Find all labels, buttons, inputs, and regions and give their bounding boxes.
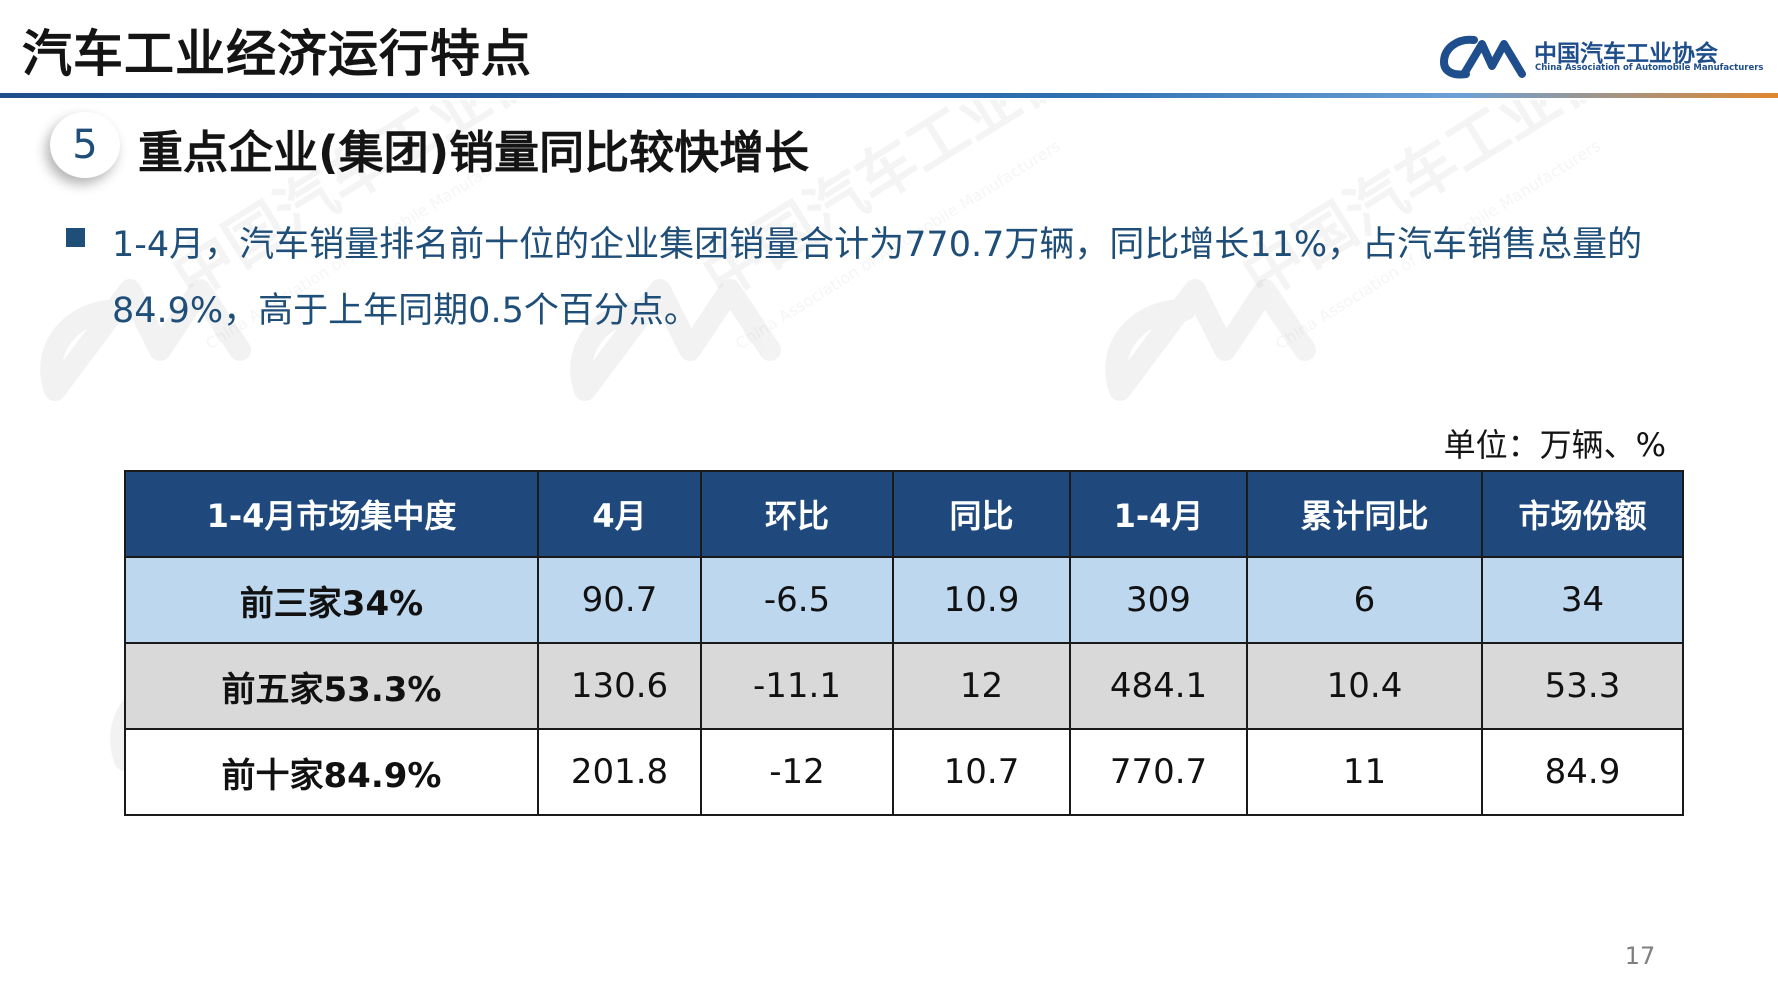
table-cell: 130.6	[537, 642, 702, 730]
table-cell: -11.1	[700, 642, 894, 730]
table-row: 前五家53.3% 130.6 -11.1 12 484.1 10.4 53.3	[124, 642, 1684, 730]
table-header-row: 1-4月市场集中度 4月 环比 同比 1-4月 累计同比 市场份额	[124, 470, 1684, 558]
concentration-table: 1-4月市场集中度 4月 环比 同比 1-4月 累计同比 市场份额 前三家34%…	[124, 470, 1684, 816]
table-cell: 770.7	[1069, 728, 1248, 816]
table-header-cell: 市场份额	[1481, 470, 1684, 558]
page-number: 17	[1624, 942, 1656, 970]
table-header-cell: 累计同比	[1246, 470, 1483, 558]
table-cell: 484.1	[1069, 642, 1248, 730]
table-cell: 84.9	[1481, 728, 1684, 816]
table-header-cell: 1-4月市场集中度	[124, 470, 539, 558]
table-cell: 90.7	[537, 556, 702, 644]
table-cell: 10.7	[892, 728, 1071, 816]
header-divider	[0, 93, 1778, 98]
table-cell: 6	[1246, 556, 1483, 644]
table-header-cell: 4月	[537, 470, 702, 558]
table-cell: 201.8	[537, 728, 702, 816]
table-row: 前十家84.9% 201.8 -12 10.7 770.7 11 84.9	[124, 728, 1684, 816]
table-row-label: 前五家53.3%	[124, 642, 539, 730]
bullet-text: 1-4月，汽车销量排名前十位的企业集团销量合计为770.7万辆，同比增长11%，…	[112, 225, 1643, 331]
table-header-cell: 1-4月	[1069, 470, 1248, 558]
section-title: 重点企业(集团)销量同比较快增长	[138, 126, 810, 179]
table-cell: 34	[1481, 556, 1684, 644]
table-cell: 53.3	[1481, 642, 1684, 730]
table-cell: 11	[1246, 728, 1483, 816]
table-cell: 12	[892, 642, 1071, 730]
table-header-cell: 同比	[892, 470, 1071, 558]
table-row-label: 前十家84.9%	[124, 728, 539, 816]
logo-cn-name: 中国汽车工业协会	[1534, 41, 1718, 67]
table-header-cell: 环比	[700, 470, 894, 558]
table-cell: -12	[700, 728, 894, 816]
logo-en-name: China Association of Automobile Manufact…	[1535, 63, 1764, 73]
table-row: 前三家34% 90.7 -6.5 10.9 309 6 34	[124, 556, 1684, 644]
slide-title: 汽车工业经济运行特点	[22, 25, 532, 83]
table-row-label: 前三家34%	[124, 556, 539, 644]
bullet-square-icon	[66, 228, 85, 247]
caam-logo-icon	[1440, 35, 1526, 79]
caam-logo: 中国汽车工业协会 China Association of Automobile…	[1440, 32, 1763, 80]
table-cell: 10.4	[1246, 642, 1483, 730]
table-cell: 309	[1069, 556, 1248, 644]
section-number-badge: 5	[50, 112, 120, 178]
table-cell: -6.5	[700, 556, 894, 644]
unit-label: 单位：万辆、%	[1443, 426, 1666, 464]
table-cell: 10.9	[892, 556, 1071, 644]
